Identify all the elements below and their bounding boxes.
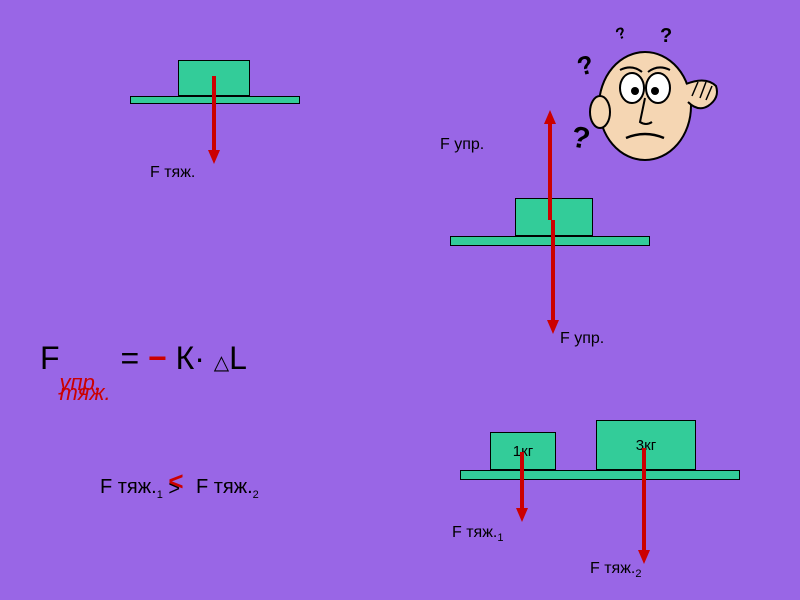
br-label1-sub: 1 (497, 532, 503, 544)
br-label1-text: F тяж. (452, 524, 497, 541)
br-label2: F тяж.2 (590, 560, 641, 580)
mr-arrow-down (546, 220, 560, 336)
svg-text:?: ? (660, 26, 672, 47)
formula: F упр. тяж. = − К· △L (40, 340, 247, 377)
br-label2-text: F тяж. (590, 560, 635, 577)
ineq-op-mid: > (168, 478, 180, 501)
tl-arrow-down (207, 76, 221, 166)
formula-delta: △ (214, 352, 229, 374)
ineq-left: F тяж. (100, 476, 157, 498)
svg-text:?: ? (569, 120, 593, 156)
formula-eq: = (112, 340, 148, 376)
svg-text:?: ? (614, 26, 629, 44)
mr-label-up: F упр. (440, 136, 484, 154)
br-surface (460, 470, 740, 480)
br-label2-sub: 2 (635, 568, 641, 580)
br-arrow2 (637, 448, 651, 566)
br-label1: F тяж.1 (452, 524, 503, 544)
confused-face-icon: ? ? ? ? (560, 26, 730, 186)
formula-sub2: тяж. (60, 380, 111, 406)
mr-arrow-up (543, 110, 557, 220)
ineq-sub1: 1 (157, 489, 163, 501)
ineq-sub2: 2 (253, 489, 259, 501)
inequality: F тяж.1 < > F тяж.2 (100, 476, 259, 501)
br-arrow1 (515, 452, 529, 524)
formula-rest: К· (167, 340, 214, 376)
formula-minus: − (148, 340, 167, 376)
mr-label-down: F упр. (560, 330, 604, 348)
tl-label: F тяж. (150, 164, 195, 182)
ineq-right: F тяж. (196, 476, 253, 498)
svg-text:?: ? (574, 49, 597, 82)
formula-L: L (229, 340, 247, 376)
formula-F: F (40, 340, 60, 376)
